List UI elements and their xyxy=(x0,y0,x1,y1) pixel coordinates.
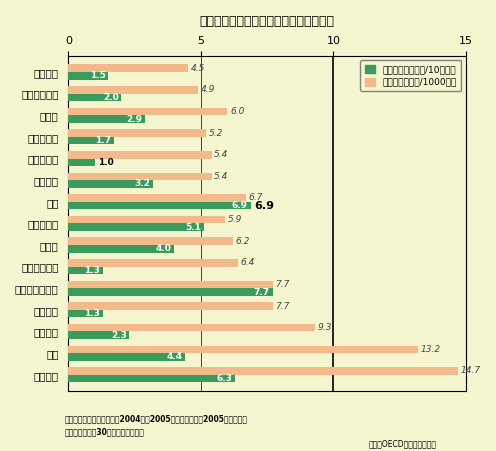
Text: 4.0: 4.0 xyxy=(156,244,172,253)
Text: 1.3: 1.3 xyxy=(84,266,100,275)
Text: 5.1: 5.1 xyxy=(185,223,201,232)
Text: 4.9: 4.9 xyxy=(201,85,215,94)
Text: 2.3: 2.3 xyxy=(111,331,127,340)
Bar xyxy=(68,223,204,231)
Bar xyxy=(68,129,206,137)
Text: 4.4: 4.4 xyxy=(166,352,183,361)
Text: 6.3: 6.3 xyxy=(217,374,233,383)
Title: 人口あたりの交通事故死者数、事故件数: 人口あたりの交通事故死者数、事故件数 xyxy=(200,15,335,28)
Bar xyxy=(68,151,212,158)
Bar xyxy=(68,173,212,180)
Text: 5.2: 5.2 xyxy=(209,129,223,138)
Bar xyxy=(68,310,103,318)
Bar xyxy=(68,367,458,375)
Text: 6.7: 6.7 xyxy=(248,193,263,202)
Text: 1.3: 1.3 xyxy=(84,309,100,318)
Bar xyxy=(68,245,175,253)
Text: 1.5: 1.5 xyxy=(90,71,106,80)
Bar xyxy=(68,237,233,245)
Text: 6.2: 6.2 xyxy=(236,237,250,246)
Text: 5.9: 5.9 xyxy=(228,215,242,224)
Text: 6.9: 6.9 xyxy=(254,201,274,211)
Text: 13.2: 13.2 xyxy=(421,345,441,354)
Text: 4.5: 4.5 xyxy=(190,64,205,73)
Legend: 交通事故死者数（/10万人）, 交通事故件数（/1000人）: 交通事故死者数（/10万人）, 交通事故件数（/1000人） xyxy=(360,60,461,91)
Bar xyxy=(68,72,108,80)
Text: 2.0: 2.0 xyxy=(103,93,119,102)
Bar xyxy=(68,137,114,144)
Text: 7.7: 7.7 xyxy=(275,280,290,289)
Text: 2.9: 2.9 xyxy=(126,115,143,124)
Bar xyxy=(68,288,272,296)
Bar xyxy=(68,115,145,123)
Text: 6.4: 6.4 xyxy=(241,258,255,267)
Bar xyxy=(68,216,225,223)
Text: 6.9: 6.9 xyxy=(231,201,248,210)
Bar xyxy=(68,267,103,274)
Bar xyxy=(68,202,251,209)
Bar xyxy=(68,86,198,94)
Bar xyxy=(68,324,315,331)
Text: 14.7: 14.7 xyxy=(461,366,481,375)
Text: 7.7: 7.7 xyxy=(275,302,290,311)
Bar xyxy=(68,281,272,288)
Bar xyxy=(68,158,95,166)
Bar xyxy=(68,108,228,115)
Bar xyxy=(68,353,185,361)
Text: 死者数は事故後30日の死者数で比較: 死者数は事故後30日の死者数で比較 xyxy=(64,427,144,436)
Text: 韓国、アメリカ：死者数は2004年と2005年、事故件数は2005年のデータ: 韓国、アメリカ：死者数は2004年と2005年、事故件数は2005年のデータ xyxy=(64,414,248,423)
Bar xyxy=(68,64,187,72)
Text: 1.7: 1.7 xyxy=(95,136,111,145)
Text: 出典：OECD資料より作成。: 出典：OECD資料より作成。 xyxy=(369,439,436,448)
Bar xyxy=(68,94,122,101)
Text: 1.0: 1.0 xyxy=(98,158,114,167)
Bar xyxy=(68,302,272,310)
Bar xyxy=(68,180,153,188)
Text: 7.7: 7.7 xyxy=(254,287,270,296)
Text: 5.4: 5.4 xyxy=(214,172,229,181)
Bar xyxy=(68,194,246,202)
Text: 5.4: 5.4 xyxy=(214,150,229,159)
Text: 3.2: 3.2 xyxy=(135,179,151,189)
Text: 9.3: 9.3 xyxy=(317,323,332,332)
Bar xyxy=(68,331,129,339)
Bar xyxy=(68,259,238,267)
Text: 6.0: 6.0 xyxy=(230,107,245,116)
Bar xyxy=(68,375,236,382)
Bar xyxy=(68,345,418,353)
